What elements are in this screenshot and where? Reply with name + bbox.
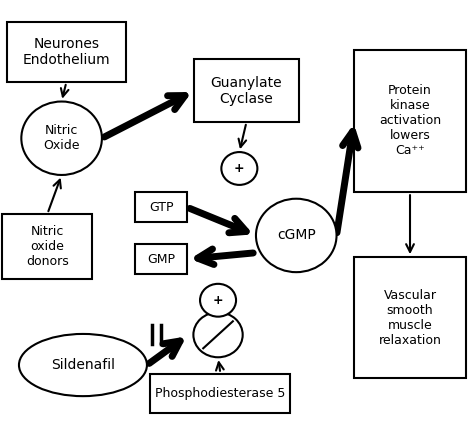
Circle shape [21,102,102,175]
Bar [194,59,299,122]
Text: +: + [213,294,223,307]
Text: Nitric
oxide
donors: Nitric oxide donors [26,225,69,268]
Text: +: + [234,162,245,175]
Text: Protein
kinase
activation
lowers
Ca⁺⁺: Protein kinase activation lowers Ca⁺⁺ [379,85,441,157]
Text: GTP: GTP [149,201,173,214]
Bar [135,244,187,274]
Bar [2,214,92,279]
Text: Neurones
Endothelium: Neurones Endothelium [23,37,110,67]
Text: GMP: GMP [147,253,175,266]
Text: Vascular
smooth
muscle
relaxation: Vascular smooth muscle relaxation [379,289,441,346]
Circle shape [200,284,236,317]
Circle shape [221,152,257,185]
Text: cGMP: cGMP [277,229,316,242]
Text: Sildenafil: Sildenafil [51,358,115,372]
Text: Guanylate
Cyclase: Guanylate Cyclase [210,76,283,106]
Text: Phosphodiesterase 5: Phosphodiesterase 5 [155,387,286,400]
Bar [135,192,187,222]
Bar [354,257,465,378]
Bar [354,50,465,192]
Bar [151,374,290,413]
Circle shape [256,199,337,272]
Ellipse shape [19,334,147,396]
Text: Nitric
Oxide: Nitric Oxide [43,124,80,152]
Circle shape [193,312,243,357]
Bar [7,22,126,82]
